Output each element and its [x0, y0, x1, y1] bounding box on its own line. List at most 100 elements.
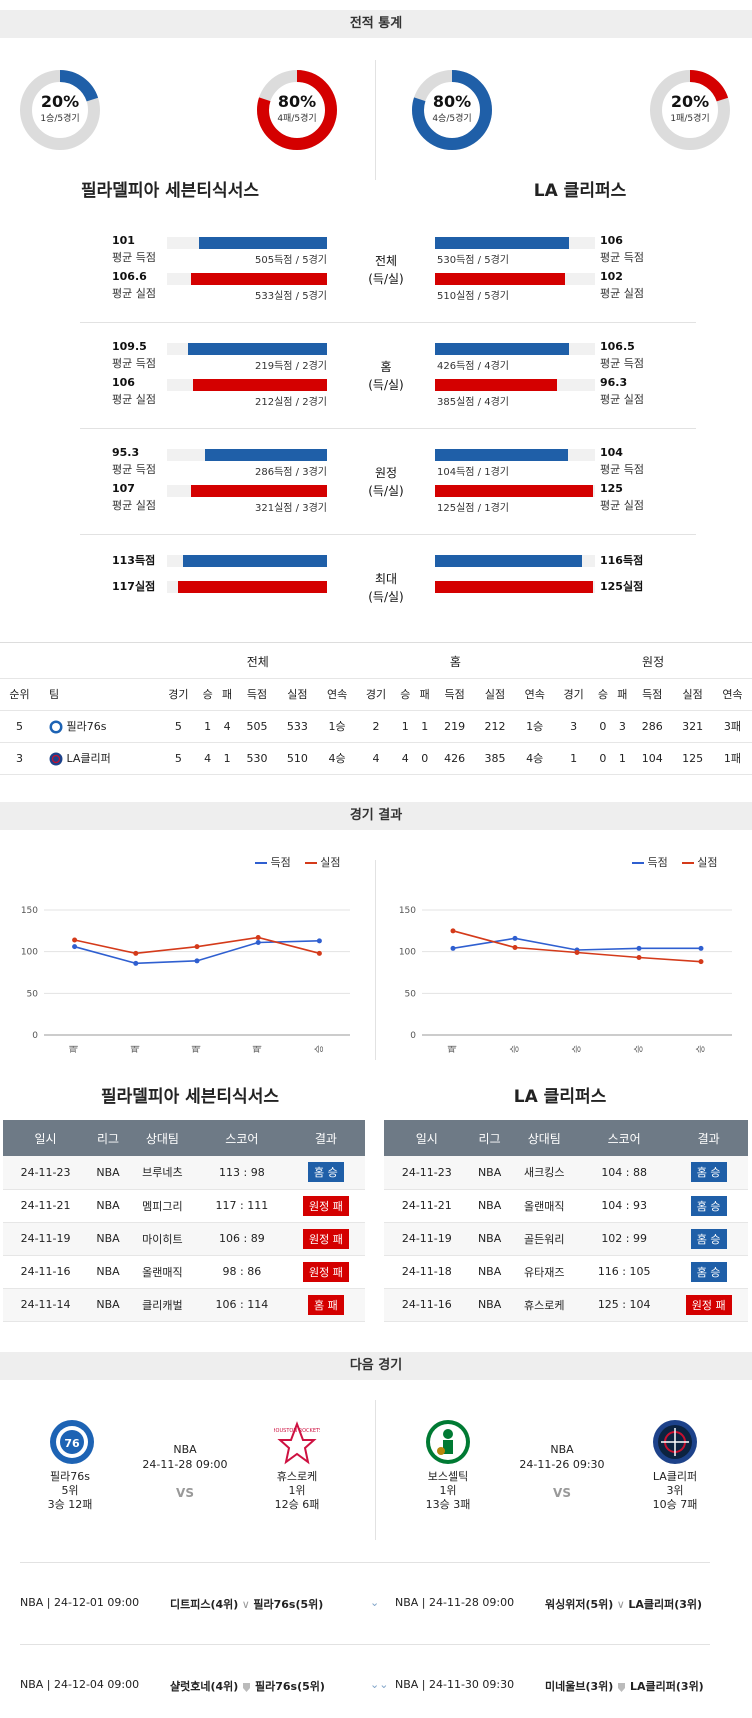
team-name: LA클리퍼 [652, 1470, 698, 1483]
stat-group-label: 전체 (득/실) [356, 252, 416, 288]
schedule-matchup[interactable]: 워싱위저(5위) ∨ LA클리퍼(3위) [545, 1596, 702, 1612]
column-header: 결과 [286, 1120, 365, 1156]
data-point[interactable] [133, 960, 139, 966]
vs-mark: ∨ [613, 1598, 629, 1611]
right-bar [435, 237, 570, 249]
data-point[interactable] [450, 928, 456, 934]
section-title-next: 다음 경기 [0, 1352, 752, 1380]
table-cell: 212 [474, 710, 516, 743]
data-point[interactable] [512, 945, 518, 950]
left-bar-text: 212실점 / 2경기 [255, 397, 327, 408]
data-point[interactable] [698, 959, 704, 965]
vs-label: VS [553, 1486, 571, 1500]
result-cell: 홈 승 [669, 1255, 748, 1289]
column-header: 스코어 [578, 1120, 670, 1156]
schedule-date: NBA | 24-12-04 09:00 [20, 1678, 140, 1691]
blank-cell [0, 646, 39, 679]
donut-percent: 20% [40, 92, 80, 111]
left-stat-label: 평균 득점 [112, 357, 156, 370]
result-badge: 원정 패 [302, 1261, 349, 1282]
schedule-date: NBA | 24-11-28 09:00 [395, 1596, 515, 1609]
legend-right: 득점 실점 [632, 854, 718, 870]
team-logo-76ers-icon [49, 720, 63, 734]
donut-chart-3: 80% 4승/5경기 [410, 68, 494, 156]
right-stat-value: 104 [600, 446, 623, 459]
table-cell: 0 [593, 710, 613, 743]
column-header: 패 [217, 678, 237, 711]
result-badge: 홈 승 [690, 1195, 727, 1216]
x-tick-label: 패 [192, 1045, 203, 1053]
table-cell: 골든워리 [509, 1222, 579, 1256]
table-cell: 125 [672, 742, 713, 775]
column-header: 실점 [277, 678, 318, 711]
team-name-right: LA 클리퍼스 [533, 181, 627, 201]
next-league: NBA [173, 1443, 197, 1456]
team-logo-clippers-icon [49, 752, 63, 766]
data-point[interactable] [72, 944, 78, 950]
team-shield-icon [618, 1682, 626, 1692]
team-cell[interactable]: LA클리퍼 [38, 742, 159, 775]
left-stat-value: 95.3 [112, 446, 140, 459]
team-cell[interactable]: 필라76s [38, 710, 159, 743]
next-game-info-2: NBA 24-11-26 09:30 [507, 1442, 617, 1472]
table-cell: 1 [612, 742, 633, 775]
data-point[interactable] [255, 935, 261, 940]
table-cell: 24-11-14 [3, 1288, 89, 1322]
schedule-date: NBA | 24-12-01 09:00 [20, 1596, 140, 1609]
team-logo-rockets-icon: HOUSTON ROCKETS [274, 1421, 320, 1465]
next-home-team-1: 필라76s 5위 3승 12패 [20, 1470, 120, 1512]
chevron-down-icon[interactable]: ⌄ [370, 1596, 380, 1609]
data-point[interactable] [698, 945, 704, 951]
table-cell: 426 [434, 742, 475, 775]
donut-label: 80% 4패/5경기 [257, 92, 337, 124]
result-badge: 홈 승 [690, 1228, 727, 1249]
left-bar [187, 343, 327, 355]
column-header: 결과 [669, 1120, 748, 1156]
data-point[interactable] [72, 937, 78, 943]
table-cell: NBA [88, 1288, 128, 1322]
legend-scored: 득점 [270, 856, 291, 869]
data-point[interactable] [316, 950, 322, 956]
donut-ring [257, 70, 337, 150]
schedule-team: 필라76s(5위) [253, 1598, 324, 1611]
data-point[interactable] [574, 950, 580, 955]
table-row: 24-11-19 NBA 골든워리 102 : 99 홈 승 [384, 1222, 748, 1256]
chevron-down-icon[interactable]: ⌄⌄ [370, 1678, 389, 1691]
stat-group-sub: (득/실) [368, 378, 404, 392]
data-point[interactable] [512, 935, 518, 941]
result-cell: 원정 패 [286, 1222, 365, 1256]
data-point[interactable] [133, 950, 139, 956]
data-point[interactable] [636, 945, 642, 951]
data-point[interactable] [255, 940, 261, 945]
right-stat-label: 평균 실점 [600, 499, 644, 512]
schedule-date: NBA | 24-11-30 09:30 [395, 1678, 515, 1691]
x-tick-label: 패 [448, 1045, 459, 1053]
result-badge: 홈 승 [308, 1162, 344, 1183]
table-row: 24-11-23 NBA 브루네츠 113 : 98 홈 승 [3, 1156, 365, 1190]
table-cell: 106 : 114 [196, 1288, 287, 1322]
schedule-matchup[interactable]: 미네울브(3위) LA클리퍼(3위) [545, 1678, 704, 1694]
data-point[interactable] [194, 958, 200, 964]
table-cell: NBA [88, 1189, 128, 1223]
line-chart-left: 0 50 100 150 패 패 패 패 승 [21, 906, 350, 1053]
legend-line-red [681, 862, 694, 864]
data-point[interactable] [450, 945, 456, 951]
right-bar [435, 581, 594, 593]
stat-group-title: 원정 [374, 466, 398, 480]
team-record: 13승 3패 [425, 1498, 471, 1511]
left-stat-label: 평균 실점 [112, 499, 156, 512]
stat-group-label: 최대 (득/실) [356, 570, 416, 606]
divider [20, 1644, 710, 1645]
data-point[interactable] [316, 938, 322, 944]
y-tick-label: 100 [21, 948, 38, 958]
table-cell: 385 [474, 742, 516, 775]
group-header: 전체 [158, 646, 357, 679]
team-logo-clippers-icon [653, 1420, 697, 1464]
column-header: 리그 [469, 1120, 510, 1156]
column-header: 실점 [672, 678, 713, 711]
schedule-matchup[interactable]: 샬럿호네(4위) 필라76s(5위) [170, 1678, 325, 1694]
data-point[interactable] [194, 944, 200, 950]
schedule-matchup[interactable]: 디트피스(4위) ∨ 필라76s(5위) [170, 1596, 323, 1612]
donut-sub: 4패/5경기 [277, 114, 317, 124]
data-point[interactable] [636, 955, 642, 960]
